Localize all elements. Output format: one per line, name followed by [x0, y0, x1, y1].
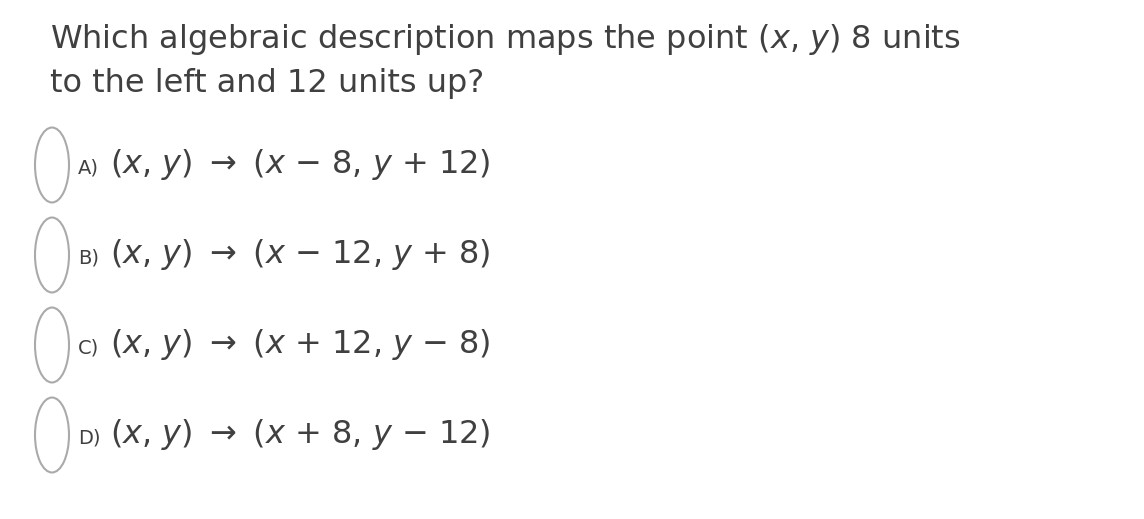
Text: Which algebraic description maps the point ($\it{x}$, $\it{y}$) 8 units: Which algebraic description maps the poi…	[50, 22, 961, 57]
Text: C): C)	[78, 339, 100, 358]
Text: B): B)	[78, 249, 100, 268]
Text: ($\it{x}$, $\it{y}$) $\rightarrow$ ($\it{x}$ + 8, $\it{y}$ $-$ 12): ($\it{x}$, $\it{y}$) $\rightarrow$ ($\it…	[110, 417, 491, 453]
Text: ($\it{x}$, $\it{y}$) $\rightarrow$ ($\it{x}$ + 12, $\it{y}$ $-$ 8): ($\it{x}$, $\it{y}$) $\rightarrow$ ($\it…	[110, 327, 491, 362]
Text: D): D)	[78, 429, 101, 448]
Text: ($\it{x}$, $\it{y}$) $\rightarrow$ ($\it{x}$ $-$ 8, $\it{y}$ + 12): ($\it{x}$, $\it{y}$) $\rightarrow$ ($\it…	[110, 147, 491, 183]
Text: A): A)	[78, 159, 100, 178]
Text: to the left and 12 units up?: to the left and 12 units up?	[50, 68, 484, 99]
Text: ($\it{x}$, $\it{y}$) $\rightarrow$ ($\it{x}$ $-$ 12, $\it{y}$ + 8): ($\it{x}$, $\it{y}$) $\rightarrow$ ($\it…	[110, 238, 491, 272]
